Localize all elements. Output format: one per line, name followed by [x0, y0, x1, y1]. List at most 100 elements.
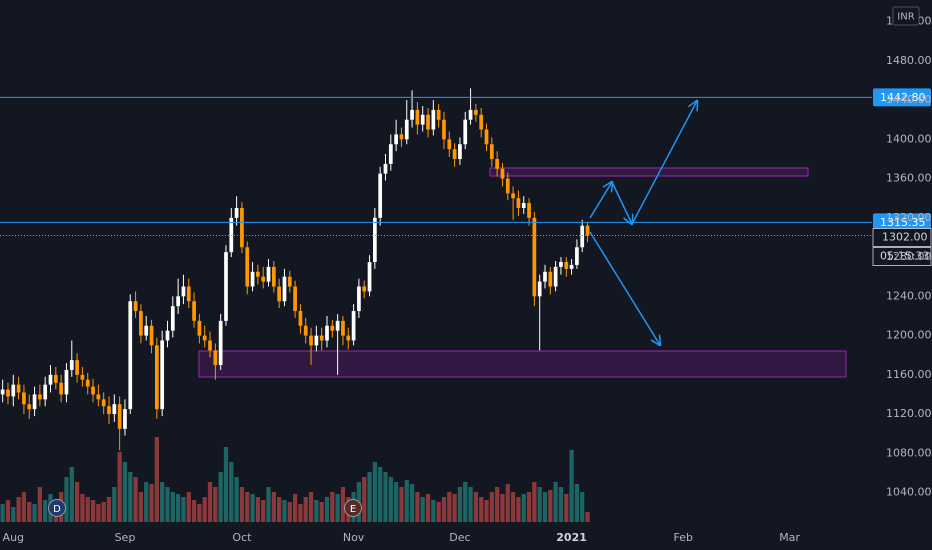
candle-body [420, 114, 425, 125]
volume-bar [287, 502, 292, 522]
dividend-marker[interactable] [48, 499, 66, 517]
candle-body [463, 119, 468, 145]
candle-body [319, 335, 324, 341]
volume-bar [484, 500, 489, 522]
candle-body [245, 247, 250, 287]
y-tick-label: 1240.00 [886, 289, 932, 302]
candle-body [123, 409, 127, 429]
volume-bar [463, 482, 468, 522]
volume-bar [532, 482, 537, 522]
resistance-zone[interactable] [489, 167, 809, 177]
volume-bar [37, 487, 43, 522]
candle-body [48, 374, 53, 385]
volume-bar [415, 492, 420, 522]
candle-body [543, 271, 547, 282]
y-tick-label: 1200.00 [886, 329, 932, 342]
volume-bar [526, 492, 532, 522]
candle-body [378, 173, 383, 218]
volume-bar [569, 450, 574, 522]
candle-body [165, 330, 170, 341]
candle-body [553, 266, 558, 287]
arrow[interactable] [611, 181, 632, 224]
candle-body [85, 379, 90, 387]
candle-body [548, 271, 553, 287]
y-tick-label: 1400.00 [886, 132, 932, 145]
volume-bar [266, 487, 271, 522]
earnings-marker[interactable] [344, 499, 362, 517]
volume-bar [580, 492, 585, 522]
candle-body [325, 325, 329, 341]
volume-bar [138, 492, 144, 522]
candle-body [256, 271, 260, 277]
candle-body [431, 109, 436, 130]
volume-bar [425, 494, 431, 522]
volume-bar [409, 484, 415, 522]
currency-badge[interactable] [892, 6, 920, 26]
projection-arrows[interactable] [589, 101, 697, 345]
volume-bar [468, 487, 473, 522]
volume-bar [479, 497, 484, 522]
candle-body [149, 325, 154, 346]
last-price-badge [872, 228, 932, 247]
volume-bar [473, 492, 479, 522]
candle-body [213, 350, 218, 366]
volume-bar [282, 500, 287, 522]
candles-layer [0, 88, 590, 451]
candle-body [176, 296, 180, 307]
candle-body [91, 386, 95, 395]
y-tick-label: 1440.00 [886, 93, 932, 106]
price-line-badge [873, 88, 931, 107]
candle-body [11, 384, 16, 397]
volume-bar [160, 482, 165, 522]
candle-body [43, 384, 48, 400]
volume-bar [128, 472, 133, 522]
arrow[interactable] [589, 231, 660, 345]
volume-bar [69, 467, 74, 522]
volume-bar [181, 497, 186, 522]
volume-bar [500, 494, 505, 522]
volume-bar [362, 477, 367, 522]
candle-body [197, 320, 202, 336]
volume-bar [197, 504, 202, 522]
candle-body [452, 149, 457, 159]
event-label: D [53, 504, 61, 515]
volume-bar [186, 492, 191, 522]
support-zone[interactable] [198, 350, 847, 378]
candle-body [458, 144, 462, 159]
candle-body [80, 374, 85, 380]
candle-body [527, 203, 531, 218]
y-tick-label: 1480.00 [886, 54, 932, 67]
volume-bar [558, 487, 564, 522]
candle-body [383, 163, 388, 174]
candle-body [442, 119, 446, 140]
volume-bar [404, 480, 409, 522]
volume-bar [90, 500, 96, 522]
candle-body [399, 134, 404, 140]
candle-body [314, 335, 319, 346]
volume-bar [447, 492, 452, 522]
volume-bar [393, 482, 399, 522]
x-tick-label: Sep [115, 531, 136, 544]
y-tick-label: 1160.00 [886, 368, 932, 381]
candle-body [133, 301, 138, 312]
candle-body [101, 399, 106, 407]
arrow[interactable] [589, 182, 612, 219]
volume-bar [117, 452, 122, 522]
candle-body [564, 261, 569, 269]
volume-bar [191, 500, 197, 522]
volume-bar [495, 487, 500, 522]
candle-body [139, 311, 143, 336]
volume-bar [431, 500, 436, 522]
candle-body [388, 144, 393, 164]
volume-bar [324, 497, 330, 522]
x-tick-label: Dec [449, 531, 470, 544]
candle-body [505, 178, 510, 194]
volume-bar [144, 482, 149, 522]
candle-body [271, 266, 276, 287]
candle-body [0, 389, 5, 395]
volume-bar [239, 487, 245, 522]
candle-body [447, 139, 452, 150]
candle-body [410, 109, 414, 120]
arrow[interactable] [631, 101, 697, 225]
